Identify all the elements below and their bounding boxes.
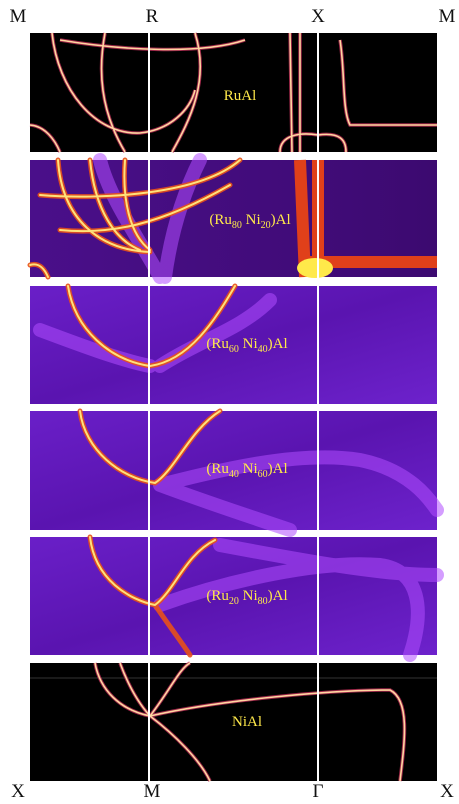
panel: (Ru80 Ni20)Al [27, 153, 437, 284]
top-label: M [439, 6, 456, 27]
panel: (Ru60 Ni40)Al [30, 283, 437, 404]
bottom-label: X [440, 781, 454, 802]
top-label: X [311, 6, 325, 27]
panel: RuAl [29, 32, 437, 153]
bottom-label: X [11, 781, 25, 802]
bottom-label: M [144, 781, 161, 802]
panel: (Ru40 Ni60)Al [30, 408, 444, 537]
panel-label: (Ru20 Ni80)Al [206, 588, 287, 607]
panel-label: NiAl [232, 714, 262, 730]
top-label: M [10, 6, 27, 27]
top-label: R [146, 6, 159, 27]
panel: (Ru20 Ni80)Al [30, 534, 444, 662]
bottom-label: Γ [313, 781, 324, 802]
panel-label: (Ru40 Ni60)Al [206, 461, 287, 480]
panel: NiAl [30, 661, 437, 782]
panel-label: RuAl [224, 88, 257, 104]
panel-label: (Ru60 Ni40)Al [206, 336, 287, 355]
panel-label: (Ru80 Ni20)Al [209, 212, 290, 231]
